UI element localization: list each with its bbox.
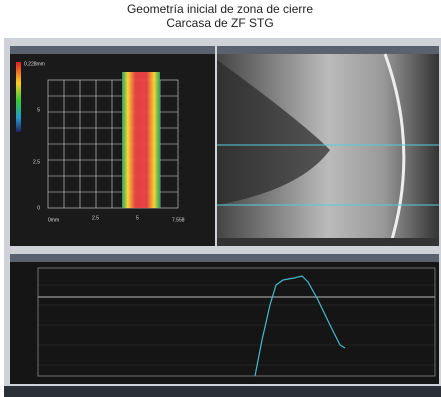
panel-footer [217, 238, 439, 246]
taskbar [4, 386, 441, 397]
y-tick-label: 2.5 [33, 159, 40, 165]
title-line: Geometría inicial de zona de cierre [127, 2, 313, 16]
height-band [122, 72, 160, 208]
profile-panel [10, 262, 439, 384]
colorbar [16, 62, 21, 132]
x-tick-label: 0mm [48, 217, 59, 223]
colorbar-label: 0.228mm [24, 61, 45, 67]
panel-header [217, 46, 439, 54]
y-tick-label: 5 [37, 107, 40, 113]
x-tick-label: 7.558 [172, 217, 185, 223]
title-line: Carcasa de ZF STG [166, 16, 273, 30]
x-tick-label: 2.5 [92, 215, 99, 221]
panel-header [10, 46, 215, 54]
panel-header [10, 254, 439, 262]
x-tick-label: 5 [136, 215, 139, 221]
left-panel [10, 46, 215, 246]
y-tick-label: 0 [37, 205, 40, 211]
screenshot: Geometría inicial de zona de cierre Carc… [0, 0, 441, 397]
